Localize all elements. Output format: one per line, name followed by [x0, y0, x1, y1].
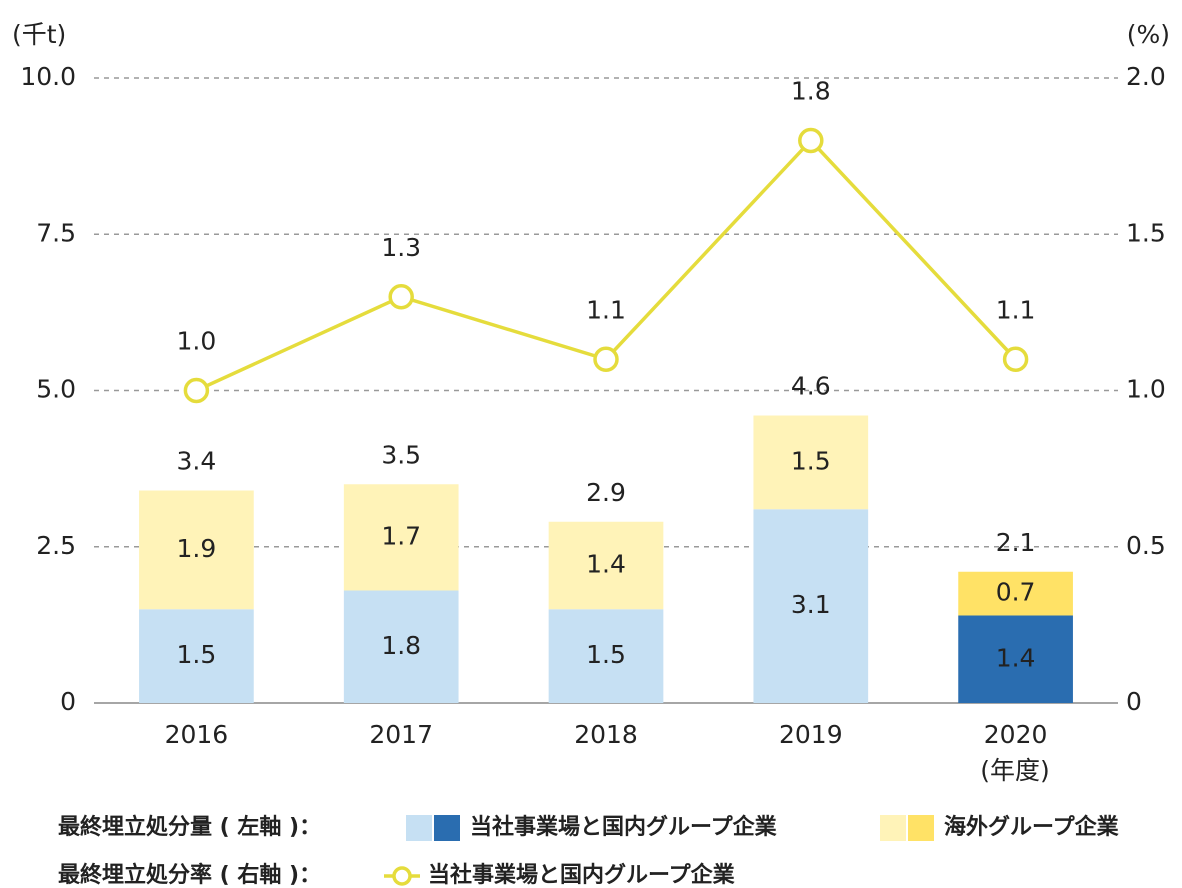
bar-segment: [548, 521, 664, 610]
legend-swatch: [434, 815, 460, 841]
bar-segment: [343, 484, 459, 591]
x-tick-label: 2018: [574, 720, 638, 749]
bar-label: 1.5: [586, 640, 626, 669]
bar-label: 1.5: [791, 446, 831, 475]
bar-label: 1.4: [996, 643, 1036, 672]
y2-tick-label: 1.5: [1126, 218, 1166, 247]
bar-segment: [343, 590, 459, 703]
legend-swatch: [406, 815, 432, 841]
y2-unit: (%): [1127, 20, 1170, 49]
bar-segment: [139, 609, 254, 703]
bar-label: 3.1: [791, 590, 831, 619]
bar-label: 1.9: [177, 534, 217, 563]
line-label: 1.0: [177, 327, 217, 356]
bar-label: 1.5: [177, 640, 217, 669]
y-tick-label: 5.0: [36, 375, 76, 404]
line-marker: [1002, 346, 1029, 372]
line-label: 1.1: [586, 295, 626, 324]
legend-swatch: [880, 815, 906, 841]
y2-tick-label: 2.0: [1126, 62, 1166, 91]
legend-group: 最終埋立処分率 ( 右軸 )：: [58, 862, 321, 888]
total-label: 2.1: [996, 528, 1036, 557]
line-label: 1.3: [381, 233, 421, 262]
x-tick-label: 2016: [165, 720, 229, 749]
y-tick-label: 2.5: [36, 531, 76, 560]
y2-tick-label: 0.5: [1126, 531, 1166, 560]
x-label: (年度): [980, 756, 1050, 785]
bar-segment: [548, 609, 664, 703]
x-tick-label: 2019: [779, 720, 843, 749]
total-label: 4.6: [791, 372, 831, 401]
legend-label: 海外グループ企業: [944, 814, 1120, 840]
bar-segment: [753, 415, 869, 510]
total-label: 3.5: [381, 440, 421, 469]
legend-group: 最終埋立処分量 ( 左軸 )：: [58, 814, 321, 840]
x-tick-label: 2020: [984, 720, 1048, 749]
legend-label: 当社事業場と国内グループ企業: [470, 814, 778, 840]
total-label: 3.4: [177, 447, 217, 476]
line-marker: [388, 284, 414, 310]
bar-label: 1.8: [381, 631, 421, 660]
y-unit: (千t): [12, 20, 66, 49]
line-label: 1.1: [996, 295, 1036, 324]
y-tick-label: 0: [60, 687, 76, 716]
legend-marker: [392, 866, 412, 886]
legend-label: 当社事業場と国内グループ企業: [428, 862, 736, 888]
y2-tick-label: 1.0: [1126, 375, 1166, 404]
bar-segment: [958, 615, 1073, 703]
y-tick-label: 7.5: [36, 218, 76, 247]
bar-label: 1.7: [381, 521, 421, 550]
x-tick-label: 2017: [369, 720, 433, 749]
y-tick-label: 10.0: [20, 62, 76, 91]
line-marker: [593, 346, 619, 372]
y2-tick-label: 0: [1126, 687, 1142, 716]
legend-swatch: [908, 815, 934, 841]
line-marker: [798, 127, 824, 154]
line-label: 1.8: [791, 77, 831, 106]
bar-segment: [958, 571, 1073, 616]
bar-label: 1.4: [586, 550, 626, 579]
bar-segment: [753, 509, 869, 703]
bar-segment: [139, 490, 254, 610]
bar-label: 0.7: [996, 578, 1036, 607]
total-label: 2.9: [586, 478, 626, 507]
line-marker: [183, 377, 210, 404]
